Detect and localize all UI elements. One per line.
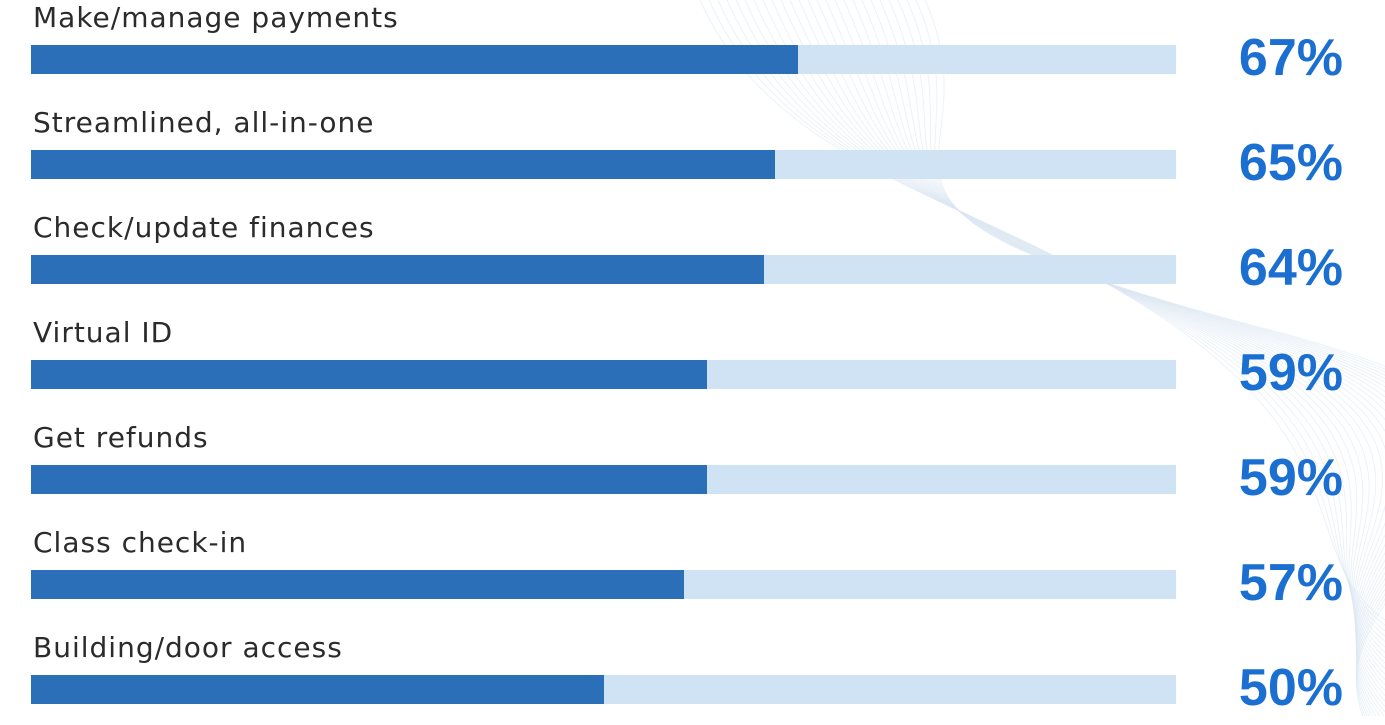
bar-track: [31, 255, 1176, 284]
bar-track: [31, 570, 1176, 599]
bar-track: [31, 360, 1176, 389]
bar-value-label: 67%: [1238, 29, 1343, 87]
bar-track: [31, 465, 1176, 494]
bar-fill: [31, 675, 604, 704]
bar-value-label: 57%: [1238, 554, 1343, 612]
bar-category-label: Check/update finances: [33, 211, 375, 244]
bar-value-label: 65%: [1238, 134, 1343, 192]
bar-fill: [31, 45, 798, 74]
bar-category-label: Virtual ID: [33, 316, 174, 349]
bar-category-label: Streamlined, all-in-one: [33, 106, 375, 139]
bar-track: [31, 45, 1176, 74]
bar-fill: [31, 150, 775, 179]
bar-category-label: Building/door access: [33, 631, 343, 664]
bar-track: [31, 675, 1176, 704]
bar-fill: [31, 360, 707, 389]
bar-category-label: Class check-in: [33, 526, 248, 559]
bar-value-label: 59%: [1238, 449, 1343, 507]
bar-fill: [31, 255, 764, 284]
bar-track: [31, 150, 1176, 179]
bar-fill: [31, 570, 684, 599]
bar-value-label: 59%: [1238, 344, 1343, 402]
bar-row: Class check-in 57%: [0, 515, 1385, 620]
bar-row: Virtual ID 59%: [0, 305, 1385, 410]
bar-row: Streamlined, all-in-one 65%: [0, 95, 1385, 200]
bar-fill: [31, 465, 707, 494]
bar-value-label: 50%: [1238, 659, 1343, 717]
bar-category-label: Make/manage payments: [33, 1, 399, 34]
bar-row: Get refunds 59%: [0, 410, 1385, 515]
bar-row: Building/door access 50%: [0, 620, 1385, 725]
bar-category-label: Get refunds: [33, 421, 209, 454]
bar-row: Make/manage payments 67%: [0, 0, 1385, 95]
bar-row: Check/update finances 64%: [0, 200, 1385, 305]
bar-value-label: 64%: [1238, 239, 1343, 297]
